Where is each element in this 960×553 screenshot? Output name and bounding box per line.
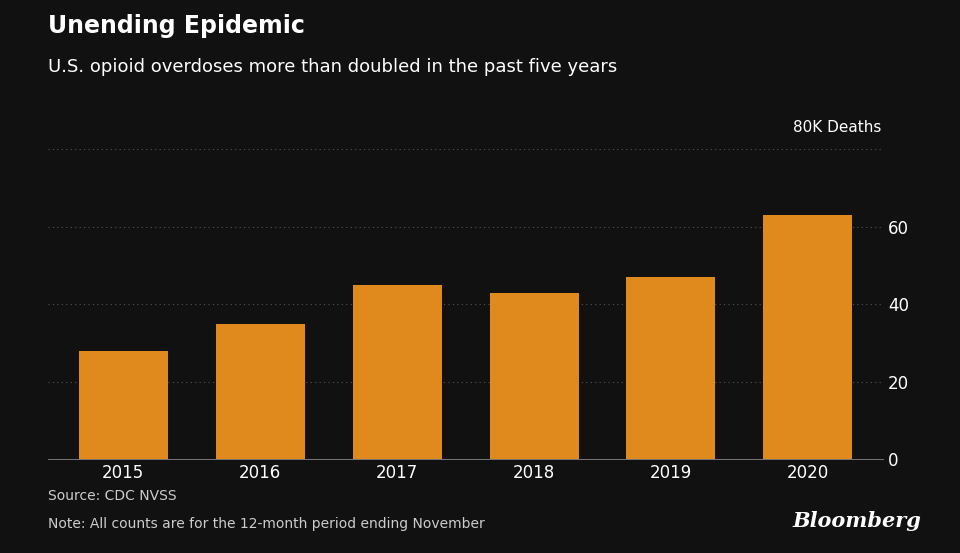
Bar [763,215,852,459]
Text: 80K Deaths: 80K Deaths [793,121,881,135]
Bar [79,351,168,459]
Bar [216,324,304,459]
Bar [352,285,442,459]
Text: U.S. opioid overdoses more than doubled in the past five years: U.S. opioid overdoses more than doubled … [48,58,617,76]
Bar [627,277,715,459]
Bar [490,293,579,459]
Text: Unending Epidemic: Unending Epidemic [48,14,305,38]
Text: Source: CDC NVSS: Source: CDC NVSS [48,489,177,503]
Text: Bloomberg: Bloomberg [793,511,922,531]
Text: Note: All counts are for the 12-month period ending November: Note: All counts are for the 12-month pe… [48,517,485,531]
